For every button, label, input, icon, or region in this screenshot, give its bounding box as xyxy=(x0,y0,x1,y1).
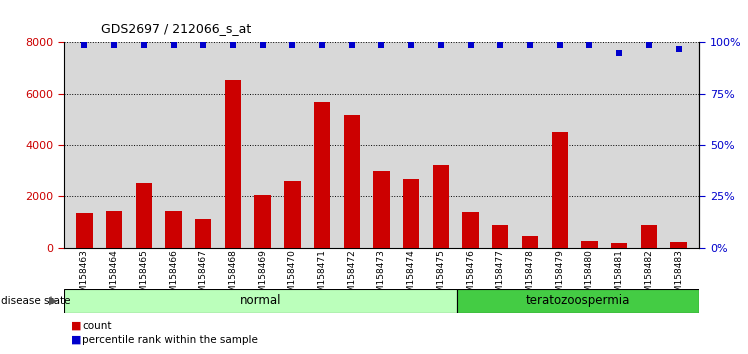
Bar xyxy=(195,219,212,248)
Bar xyxy=(106,211,122,248)
Bar xyxy=(373,171,390,248)
Point xyxy=(316,42,328,47)
Text: ■: ■ xyxy=(71,335,82,345)
Bar xyxy=(254,195,271,248)
Point xyxy=(79,42,91,47)
Bar xyxy=(462,212,479,248)
Bar xyxy=(611,243,628,248)
Point xyxy=(465,42,476,47)
Point xyxy=(643,42,654,47)
Point xyxy=(257,42,269,47)
Text: teratozoospermia: teratozoospermia xyxy=(526,295,631,307)
Bar xyxy=(76,213,93,248)
Bar xyxy=(284,181,301,248)
Text: disease state: disease state xyxy=(1,296,71,306)
Point xyxy=(286,42,298,47)
Text: percentile rank within the sample: percentile rank within the sample xyxy=(82,335,258,345)
Point xyxy=(524,42,536,47)
Point xyxy=(672,46,684,51)
Point xyxy=(613,50,625,56)
Bar xyxy=(224,80,241,248)
Point xyxy=(346,42,358,47)
Point xyxy=(197,42,209,47)
Text: count: count xyxy=(82,321,111,331)
Point xyxy=(583,42,595,47)
Text: ▶: ▶ xyxy=(49,296,58,306)
Bar xyxy=(165,211,182,248)
Bar xyxy=(403,178,420,248)
Bar xyxy=(343,115,360,248)
Point xyxy=(494,42,506,47)
Bar xyxy=(641,225,657,248)
Bar xyxy=(551,132,568,248)
Point xyxy=(138,42,150,47)
Bar xyxy=(581,241,598,248)
Text: normal: normal xyxy=(239,295,281,307)
Bar xyxy=(670,242,687,248)
Point xyxy=(108,42,120,47)
Bar xyxy=(64,289,457,313)
Text: GDS2697 / 212066_s_at: GDS2697 / 212066_s_at xyxy=(101,22,251,35)
Bar xyxy=(492,225,509,248)
Point xyxy=(405,42,417,47)
Bar xyxy=(522,236,539,248)
Point xyxy=(554,42,565,47)
Bar xyxy=(135,183,152,248)
Bar xyxy=(314,102,330,248)
Bar xyxy=(433,165,449,248)
Bar xyxy=(457,289,699,313)
Point xyxy=(375,42,387,47)
Text: ■: ■ xyxy=(71,321,82,331)
Point xyxy=(227,42,239,47)
Point xyxy=(168,42,180,47)
Point xyxy=(435,42,447,47)
